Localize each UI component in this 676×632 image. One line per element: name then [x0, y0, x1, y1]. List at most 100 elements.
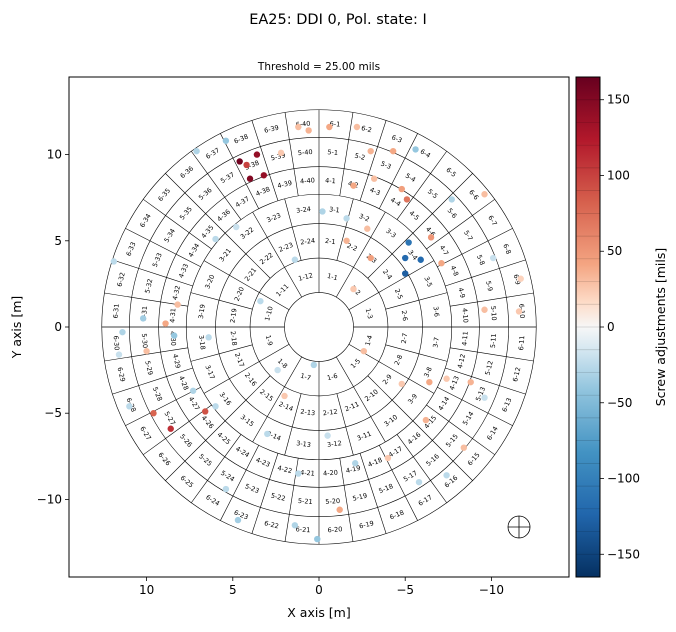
panel-label: 6-11 [517, 335, 526, 350]
panel-label: 3-7 [431, 337, 440, 349]
panel-divider [224, 232, 247, 255]
panel-divider [218, 299, 253, 310]
crosshair-marker [507, 515, 531, 539]
x-axis-label: X axis [m] [287, 605, 350, 620]
panel-divider [205, 420, 226, 441]
panel-label: 2-8 [393, 354, 404, 367]
data-point [310, 361, 318, 369]
panel-label: 5-2 [354, 152, 366, 162]
panel-label: 5-39 [270, 151, 286, 162]
panel-divider [218, 344, 253, 355]
data-point [367, 254, 374, 262]
panel-divider [378, 361, 409, 379]
data-points [110, 123, 524, 543]
panel-label: 4-10 [461, 308, 470, 323]
panel-label: 3-18 [197, 335, 207, 351]
data-point [353, 123, 361, 131]
panel-label: 5-29 [143, 360, 154, 376]
data-point [234, 516, 242, 524]
panel-label: 4-19 [345, 464, 361, 475]
data-point [274, 366, 281, 374]
panel-label: 3-5 [422, 275, 433, 288]
panel-divider [165, 215, 190, 233]
panel-divider [175, 253, 201, 267]
data-point [253, 151, 261, 158]
panel-label: 2-13 [300, 408, 316, 418]
x-tick-label: −5 [396, 583, 414, 597]
panel-label: 5-30 [140, 333, 149, 348]
panel-divider [189, 404, 212, 422]
data-point [405, 239, 412, 246]
data-point [170, 332, 178, 339]
panel-divider [391, 157, 406, 185]
panel-divider [445, 277, 472, 287]
panel-divider [267, 386, 285, 417]
colorbar-tick-label: 0 [607, 320, 615, 334]
panel-label: 4-22 [277, 464, 293, 475]
data-point [412, 146, 419, 153]
panel-label: 4-31 [168, 308, 177, 323]
panel-divider [191, 151, 208, 174]
panel-label: 6-19 [358, 519, 374, 530]
panel-divider [377, 120, 387, 147]
panel-divider [413, 173, 431, 198]
panel-divider [224, 197, 242, 220]
panel-divider [348, 292, 379, 311]
panel-divider [477, 351, 507, 357]
panel-divider [408, 378, 435, 394]
data-point [319, 208, 326, 215]
data-point [438, 260, 445, 267]
data-point [212, 235, 219, 243]
panel-label: 4-3 [369, 186, 382, 197]
data-point [281, 392, 288, 400]
panel-divider [184, 440, 206, 462]
panel-divider [149, 240, 177, 255]
panel-divider [229, 361, 260, 379]
panel-divider [487, 412, 513, 426]
panel-label: 6-22 [263, 519, 279, 530]
y-axis: 10 5 0 −5 −10 [37, 148, 69, 506]
panel-divider [477, 297, 507, 303]
panel-divider [404, 495, 418, 521]
data-point [517, 275, 524, 282]
data-point [443, 375, 450, 382]
panel-label: 2-18 [229, 330, 239, 346]
panel-divider [378, 275, 409, 293]
panel-divider [471, 376, 500, 386]
panel-divider [184, 192, 206, 214]
panel-divider [191, 480, 208, 503]
panel-divider [335, 267, 354, 298]
panel-divider [408, 260, 435, 276]
panel-divider [461, 399, 489, 414]
panel-label: 6-29 [116, 366, 127, 382]
panel-divider [385, 344, 420, 355]
panel-label: 6-1 [329, 120, 340, 129]
panel-label: 1-12 [297, 271, 313, 283]
data-point [422, 416, 430, 424]
data-point [515, 308, 523, 315]
x-tick-label: −10 [479, 583, 504, 597]
panel-divider [252, 416, 268, 443]
panel-divider [412, 420, 433, 441]
data-point [260, 172, 268, 179]
panel-divider [284, 267, 303, 298]
panel-divider [138, 376, 167, 386]
data-point [115, 351, 123, 358]
panel-divider [506, 292, 534, 298]
panel-divider [259, 292, 290, 311]
panel-divider [377, 507, 387, 534]
data-point [139, 315, 147, 322]
data-point [305, 127, 312, 134]
plot-area: 1-11-21-31-41-51-61-71-81-91-101-111-122… [37, 76, 570, 597]
panel-label: 2-12 [322, 408, 338, 418]
data-point [277, 149, 285, 157]
panel-label: 6-20 [327, 525, 342, 534]
panel-divider [348, 112, 354, 140]
panel-divider [413, 456, 431, 481]
data-point [233, 223, 240, 231]
data-point [222, 485, 230, 493]
data-point [324, 432, 331, 439]
data-point [364, 225, 371, 232]
panel-divider [487, 228, 513, 242]
